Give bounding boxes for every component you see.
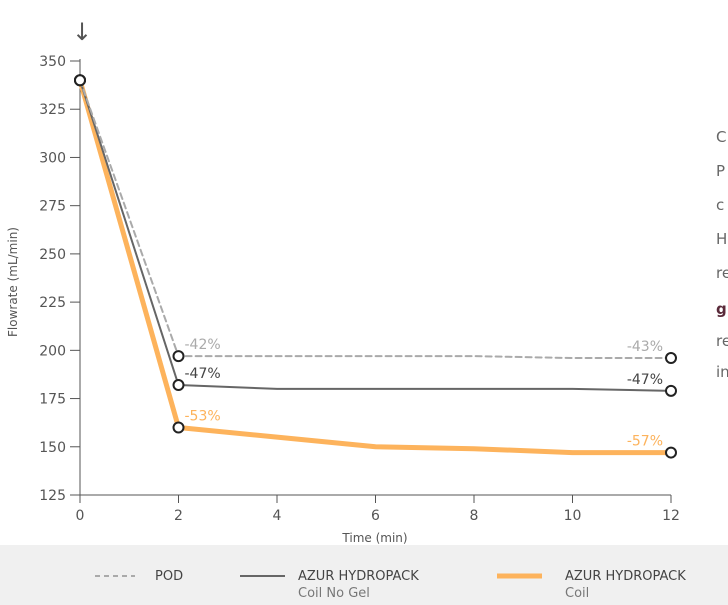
data-point (665, 446, 677, 459)
data-label: -57% (627, 434, 663, 450)
y-tick-label: 150 (39, 440, 66, 456)
series-line-0 (79, 79, 672, 360)
x-tick-label: 6 (371, 508, 380, 524)
axes (70, 59, 672, 503)
side-text-6: g (716, 300, 727, 318)
legend-swatch-coil-no-gel (240, 575, 285, 577)
data-labels: -42% -43% -47% -47% -53% -57% (185, 337, 664, 449)
data-label: -53% (185, 408, 221, 424)
data-point (665, 384, 677, 397)
legend-swatch-pod (95, 575, 135, 577)
x-tick-label: 2 (174, 508, 183, 524)
legend-label-pod: POD (155, 569, 184, 584)
legend-label-coil-no-gel-2: Coil No Gel (298, 586, 370, 601)
x-tick-label: 4 (273, 508, 282, 524)
top-arrow: ↓ (72, 18, 92, 46)
data-markers (74, 74, 677, 459)
data-label: -47% (627, 372, 663, 388)
side-text-4: H (716, 230, 728, 248)
side-text-5: re (716, 264, 728, 282)
data-label: -43% (627, 339, 663, 355)
data-label: -47% (185, 366, 221, 382)
data-point (74, 74, 86, 87)
legend-label-coil-no-gel-1: AZUR HYDROPACK (298, 569, 419, 584)
side-text-7: re (716, 332, 728, 350)
data-label: -42% (185, 337, 221, 353)
y-tick-label: 350 (39, 54, 66, 70)
side-text-1: C (716, 128, 727, 146)
series-line-2 (77, 77, 674, 456)
x-tick-label: 12 (662, 508, 680, 524)
y-tick-label: 225 (39, 295, 66, 311)
legend-label-coil-2: Coil (565, 586, 590, 601)
legend-background (0, 545, 728, 605)
x-tick-label: 10 (564, 508, 582, 524)
side-text-3: c (716, 196, 725, 214)
data-point (172, 421, 185, 434)
legend-swatch-coil (497, 573, 542, 579)
x-tick-label: 8 (470, 508, 479, 524)
x-axis-title: Time (min) (341, 531, 407, 545)
y-axis-title: Flowrate (mL/min) (6, 227, 20, 337)
legend-label-coil-1: AZUR HYDROPACK (565, 569, 686, 584)
series-line-1 (79, 79, 672, 392)
y-tick-label: 275 (39, 199, 66, 215)
side-text-8: in (716, 363, 728, 381)
y-tick-label: 300 (39, 150, 66, 166)
y-tick-label: 325 (39, 102, 66, 118)
x-tick-label: 0 (76, 508, 85, 524)
tick-labels: 125 150 175 200 225 250 275 300 325 350 0 2 4 6 8 10 12 (39, 54, 680, 524)
side-text-2: P (716, 162, 726, 180)
series-lines (77, 77, 674, 456)
data-point (665, 352, 677, 365)
data-point (172, 379, 185, 392)
y-tick-label: 175 (39, 392, 66, 408)
data-point (172, 350, 185, 363)
y-tick-label: 125 (39, 488, 66, 504)
y-tick-label: 250 (39, 247, 66, 263)
y-tick-label: 200 (39, 343, 66, 359)
